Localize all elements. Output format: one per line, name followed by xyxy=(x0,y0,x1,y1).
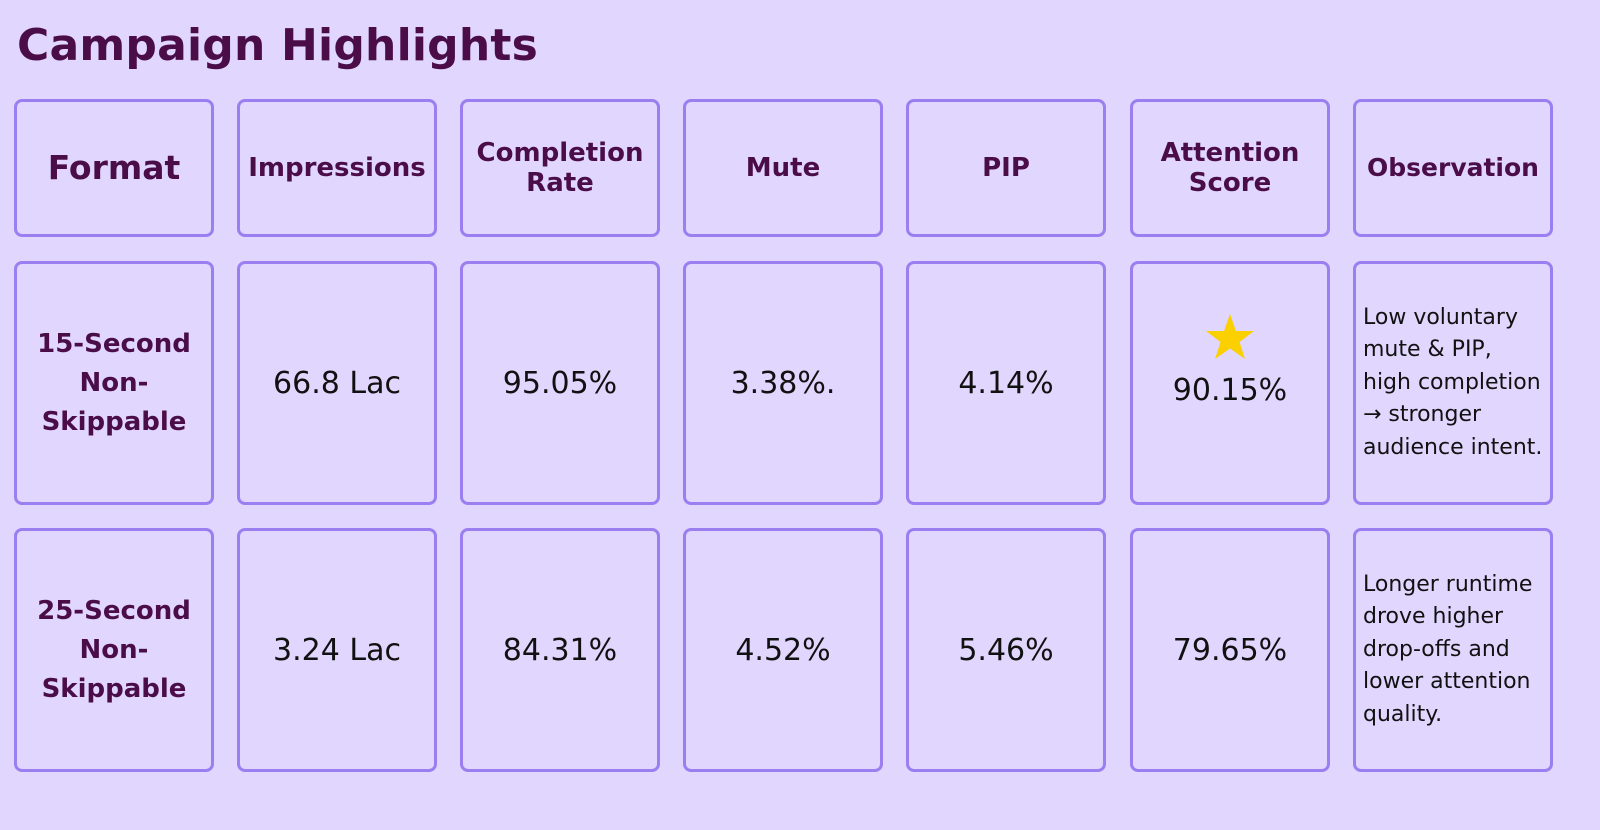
row-1-impressions: 66.8 Lac xyxy=(237,261,437,505)
header-format-label: Format xyxy=(47,148,181,187)
header-pip: PIP xyxy=(906,99,1106,237)
header-impressions-label: Impressions xyxy=(248,153,426,183)
header-format: Format xyxy=(14,99,214,237)
row-1-attention-score: 90.15% xyxy=(1130,261,1330,505)
row-2-mute-value: 4.52% xyxy=(735,632,831,668)
header-pip-label: PIP xyxy=(982,153,1030,183)
row-2-pip-value: 5.46% xyxy=(958,632,1054,668)
row-2-observation: Longer runtime drove higher drop-offs an… xyxy=(1353,528,1553,772)
row-2-mute: 4.52% xyxy=(683,528,883,772)
header-mute-label: Mute xyxy=(745,153,821,183)
row-1-mute-value: 3.38%. xyxy=(730,365,836,401)
row-1-pip-value: 4.14% xyxy=(958,365,1054,401)
row-1-impressions-value: 66.8 Lac xyxy=(273,365,401,401)
header-observation: Observation xyxy=(1353,99,1553,237)
page-title: Campaign Highlights xyxy=(17,20,538,71)
row-1-format: 15-Second Non-Skippable xyxy=(14,261,214,505)
star-icon xyxy=(1205,313,1254,359)
header-attention-score-label: Attention Score xyxy=(1160,138,1300,198)
row-1-mute: 3.38%. xyxy=(683,261,883,505)
header-impressions: Impressions xyxy=(237,99,437,237)
row-2-impressions-value: 3.24 Lac xyxy=(273,632,401,668)
header-observation-label: Observation xyxy=(1367,153,1539,182)
row-1-format-label: 15-Second Non-Skippable xyxy=(37,328,191,437)
header-completion-rate: Completion Rate xyxy=(460,99,660,237)
row-2-completion-rate-value: 84.31% xyxy=(502,632,618,668)
header-mute: Mute xyxy=(683,99,883,237)
row-1-attention-score-value: 90.15% xyxy=(1172,372,1288,408)
row-1-observation: Low voluntary mute & PIP, high completio… xyxy=(1353,261,1553,505)
row-2-attention-score: 79.65% xyxy=(1130,528,1330,772)
row-1-completion-rate-value: 95.05% xyxy=(502,365,618,401)
row-1-pip: 4.14% xyxy=(906,261,1106,505)
row-2-observation-text: Longer runtime drove higher drop-offs an… xyxy=(1363,571,1533,727)
row-2-impressions: 3.24 Lac xyxy=(237,528,437,772)
header-attention-score: Attention Score xyxy=(1130,99,1330,237)
row-2-completion-rate: 84.31% xyxy=(460,528,660,772)
row-1-completion-rate: 95.05% xyxy=(460,261,660,505)
row-2-pip: 5.46% xyxy=(906,528,1106,772)
row-1-observation-text: Low voluntary mute & PIP, high completio… xyxy=(1363,304,1543,460)
header-completion-rate-label: Completion Rate xyxy=(476,138,644,198)
row-2-format-label: 25-Second Non-Skippable xyxy=(37,595,191,704)
row-2-attention-score-value: 79.65% xyxy=(1172,632,1288,668)
row-2-format: 25-Second Non-Skippable xyxy=(14,528,214,772)
